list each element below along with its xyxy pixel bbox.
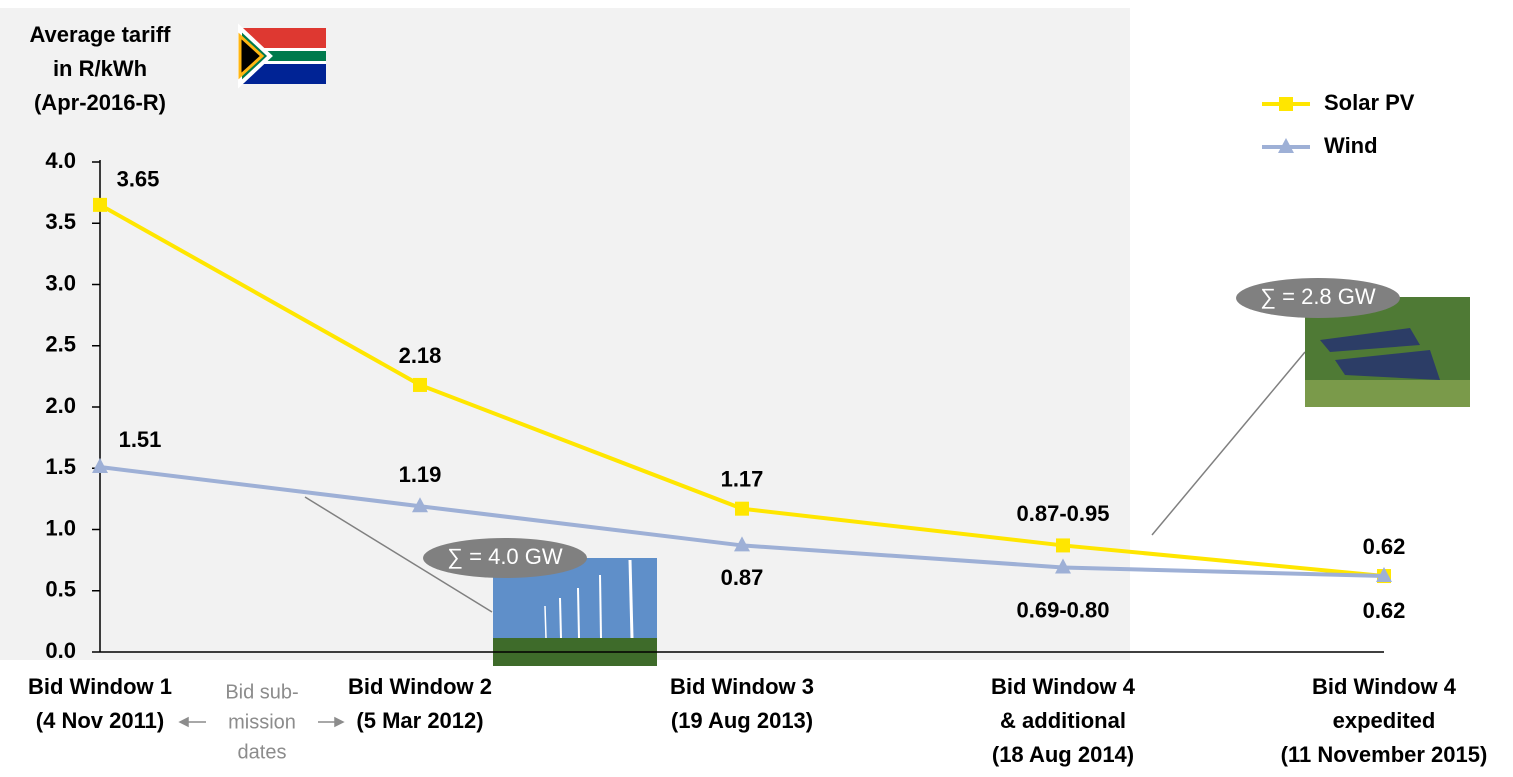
annotation-badge — [1236, 278, 1400, 318]
y-axis-title: (Apr-2016-R) — [34, 90, 166, 115]
y-tick-label: 4.0 — [45, 148, 76, 173]
annotation-badge — [423, 538, 587, 578]
x-tick-label: (19 Aug 2013) — [671, 708, 813, 733]
y-axis-title: Average tariff — [29, 22, 171, 47]
data-label: 3.65 — [117, 167, 160, 192]
submission-arrows — [178, 716, 345, 728]
y-tick-label: 2.5 — [45, 332, 76, 357]
data-label: 1.19 — [399, 462, 442, 487]
legend-marker — [1278, 138, 1294, 153]
marker — [734, 536, 750, 552]
marker — [735, 501, 749, 516]
marker — [93, 197, 107, 212]
data-label: 0.87-0.95 — [1017, 501, 1110, 526]
submission-note: mission — [228, 711, 296, 733]
y-tick-label: 1.0 — [45, 515, 76, 540]
marker — [412, 497, 428, 513]
y-tick-label: 1.5 — [45, 454, 76, 479]
y-axis-title: in R/kWh — [53, 56, 147, 81]
x-tick-label: Bid Window 1 — [28, 674, 172, 699]
x-tick-label: (11 November 2015) — [1281, 742, 1488, 767]
data-label: 1.51 — [119, 427, 162, 452]
marker — [1376, 567, 1392, 583]
annotation: ∑ = 2.8 GW — [1260, 284, 1376, 309]
submission-note: dates — [238, 741, 287, 763]
data-label: 0.69-0.80 — [1017, 597, 1110, 622]
x-tick-label: & additional — [1000, 708, 1126, 733]
y-tick-label: 3.0 — [45, 270, 76, 295]
x-tick-label: Bid Window 3 — [670, 674, 814, 699]
legend-label: Solar PV — [1324, 90, 1415, 115]
data-label: 2.18 — [399, 343, 442, 368]
data-label: 0.62 — [1363, 534, 1406, 559]
marker — [1055, 558, 1071, 574]
annotation: ∑ = 4.0 GW — [447, 544, 563, 569]
data-label: 1.17 — [721, 466, 764, 491]
x-tick-label: (18 Aug 2014) — [992, 742, 1134, 767]
x-tick-label: expedited — [1333, 708, 1436, 733]
x-tick-label: Bid Window 4 — [1312, 674, 1457, 699]
x-tick-label: Bid Window 2 — [348, 674, 492, 699]
flag — [238, 23, 326, 89]
data-label: 0.62 — [1363, 598, 1406, 623]
marker — [413, 377, 427, 392]
connector — [1151, 351, 1306, 536]
legend-label: Wind — [1324, 133, 1378, 158]
submission-note: Bid sub- — [225, 681, 298, 703]
y-tick-label: 2.0 — [45, 393, 76, 418]
y-tick-label: 0.5 — [45, 577, 76, 602]
marker — [92, 458, 108, 474]
x-tick-label: (5 Mar 2012) — [356, 708, 483, 733]
y-tick-label: 0.0 — [45, 638, 76, 663]
connector — [304, 496, 493, 613]
x-tick-label: (4 Nov 2011) — [36, 708, 164, 733]
marker — [1056, 538, 1070, 553]
x-tick-label: Bid Window 4 — [991, 674, 1136, 699]
data-label: 0.87 — [721, 565, 764, 590]
y-tick-label: 3.5 — [45, 209, 76, 234]
legend-marker — [1279, 97, 1293, 111]
